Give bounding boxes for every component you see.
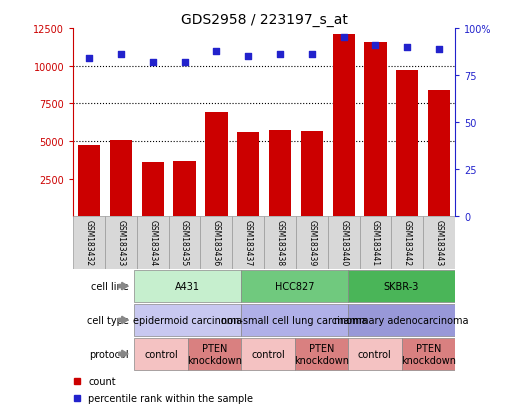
Text: GSM183438: GSM183438 xyxy=(276,219,285,266)
Text: PTEN
knockdown: PTEN knockdown xyxy=(401,343,456,365)
Point xyxy=(371,43,380,49)
Point xyxy=(435,46,444,53)
Text: A431: A431 xyxy=(175,281,200,291)
Text: percentile rank within the sample: percentile rank within the sample xyxy=(88,393,254,403)
Bar xyxy=(205,113,228,217)
Text: GSM183435: GSM183435 xyxy=(180,219,189,266)
Text: GSM183437: GSM183437 xyxy=(244,219,253,266)
Text: GSM183433: GSM183433 xyxy=(117,219,126,266)
Text: GSM183439: GSM183439 xyxy=(308,219,316,266)
Bar xyxy=(423,217,455,269)
Point xyxy=(149,59,157,66)
Point xyxy=(244,54,253,60)
Text: GSM183440: GSM183440 xyxy=(339,219,348,266)
Bar xyxy=(391,217,423,269)
Point xyxy=(85,56,93,62)
Bar xyxy=(237,133,259,217)
Text: PTEN
knockdown: PTEN knockdown xyxy=(187,343,242,365)
Text: protocol: protocol xyxy=(89,349,129,359)
Bar xyxy=(269,131,291,217)
Title: GDS2958 / 223197_s_at: GDS2958 / 223197_s_at xyxy=(180,12,348,26)
Bar xyxy=(105,217,137,269)
Bar xyxy=(365,43,386,217)
Text: epidermoid carcinoma: epidermoid carcinoma xyxy=(133,315,242,325)
Bar xyxy=(396,71,418,217)
Text: PTEN
knockdown: PTEN knockdown xyxy=(294,343,349,365)
Text: HCC827: HCC827 xyxy=(275,281,314,291)
Text: control: control xyxy=(358,349,392,359)
Text: cell type: cell type xyxy=(87,315,129,325)
Text: GSM183443: GSM183443 xyxy=(435,219,444,266)
Point xyxy=(339,35,348,42)
Text: cell line: cell line xyxy=(92,281,129,291)
Text: control: control xyxy=(144,349,178,359)
Point xyxy=(308,52,316,59)
Bar xyxy=(134,304,241,337)
Bar xyxy=(360,217,391,269)
Point xyxy=(403,44,412,51)
Point xyxy=(212,48,221,55)
Text: GSM183442: GSM183442 xyxy=(403,219,412,266)
Point xyxy=(180,59,189,66)
Bar xyxy=(294,338,348,370)
Bar xyxy=(333,35,355,217)
Text: count: count xyxy=(88,376,116,386)
Bar xyxy=(134,338,188,370)
Bar xyxy=(200,217,232,269)
Bar xyxy=(73,217,105,269)
Bar xyxy=(402,338,455,370)
Bar xyxy=(188,338,241,370)
Text: GSM183432: GSM183432 xyxy=(85,219,94,266)
Bar xyxy=(348,270,455,303)
Text: GSM183441: GSM183441 xyxy=(371,219,380,266)
Bar xyxy=(241,304,348,337)
Bar xyxy=(137,217,168,269)
Text: control: control xyxy=(251,349,285,359)
Point xyxy=(117,52,125,59)
Bar xyxy=(301,132,323,217)
Text: mammary adenocarcinoma: mammary adenocarcinoma xyxy=(334,315,469,325)
Bar xyxy=(348,304,455,337)
Bar xyxy=(348,338,402,370)
Bar xyxy=(142,163,164,217)
Bar xyxy=(264,217,296,269)
Text: GSM183434: GSM183434 xyxy=(148,219,157,266)
Bar xyxy=(168,217,200,269)
Bar xyxy=(110,141,132,217)
Text: GSM183436: GSM183436 xyxy=(212,219,221,266)
Bar xyxy=(134,270,241,303)
Bar xyxy=(241,270,348,303)
Bar xyxy=(232,217,264,269)
Bar xyxy=(174,162,196,217)
Point xyxy=(276,52,284,59)
Bar xyxy=(78,145,100,217)
Bar xyxy=(241,338,294,370)
Text: non-small cell lung carcinoma: non-small cell lung carcinoma xyxy=(221,315,368,325)
Text: SKBR-3: SKBR-3 xyxy=(384,281,419,291)
Bar xyxy=(328,217,360,269)
Bar xyxy=(296,217,328,269)
Bar xyxy=(428,90,450,217)
